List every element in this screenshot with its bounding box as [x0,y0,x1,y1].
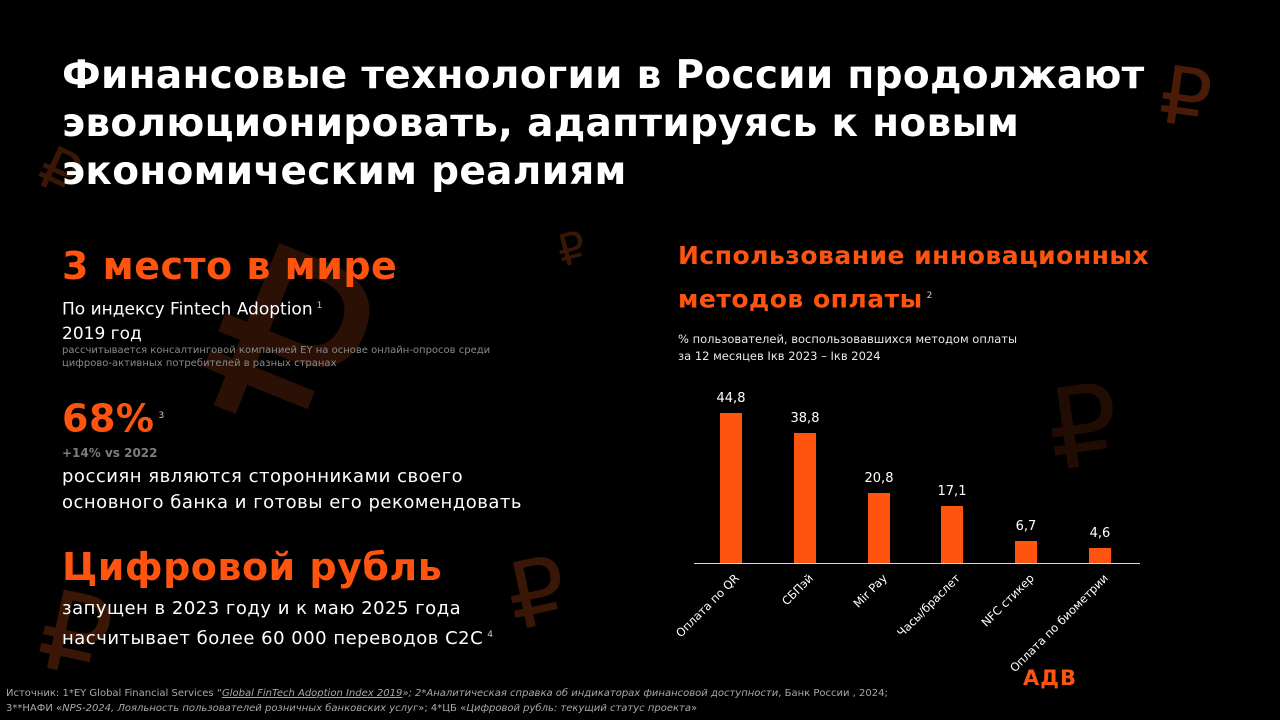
ruble-decor-icon: ₽ [551,221,592,278]
description-line: запущен в 2023 году и к маю 2025 года [62,598,462,619]
ruble-decor-icon: ₽ [497,535,577,652]
bar [1089,548,1111,563]
chart-title: Использование инновационных методов опла… [678,236,1238,319]
stat-loyalty-delta: +14% vs 2022 [62,446,158,460]
source-text: »; 4*ЦБ « [418,703,467,714]
x-axis-category-label: NFC стикер [978,571,1037,630]
x-axis-category-label: Часы/браслет [894,571,963,640]
bar-value-label: 44,8 [716,391,746,406]
note-line: рассчитывается консалтинговой компанией … [62,345,491,356]
source-text: Источник: 1*EY Global Financial Services… [6,688,222,699]
bar-value-label: 20,8 [864,471,894,486]
page-title: Финансовые технологии в России продолжаю… [62,52,1212,196]
footnote-marker: 2 [926,291,933,301]
x-axis-category-label: СБПэй [778,571,816,609]
stat-loyalty-description: россиян являются сторонниками своего осн… [62,464,522,516]
stat-loyalty-headline: 68% 3 [62,394,165,441]
sources-footer: Источник: 1*EY Global Financial Services… [6,686,1016,716]
bar [868,493,890,563]
source-link[interactable]: Global FinTech Adoption Index 2019 [222,688,403,699]
stat-digital-ruble-headline: Цифровой рубль [62,545,443,589]
subtitle-text: По индексу Fintech Adoption [62,299,313,320]
footnote-marker: 4 [487,630,494,640]
source-text: NPS-2024, Лояльность пользователей розни… [62,703,419,714]
bar-value-label: 38,8 [790,411,820,426]
page-title-line: экономическим реалиям [62,149,627,194]
source-text: , Банк России , 2024; [778,688,888,699]
bar [720,413,742,563]
page-title-line: Финансовые технологии в России продолжаю… [62,53,1145,98]
page-title-line: эволюционировать, адаптируясь к новым [62,101,1020,146]
note-line: цифрово-активных потребителей в разных с… [62,358,337,369]
source-text: » [690,703,698,714]
footnote-marker: 1 [316,301,323,311]
chart-subtitle: % пользователей, воспользовавшихся метод… [678,331,1017,365]
stat-fintech-rank-headline: 3 место в мире [62,244,398,288]
x-axis-category-label: Mir Pay [850,571,890,611]
bar [941,506,963,563]
chart-subtitle-line: за 12 месяцев Iкв 2023 – Iкв 2024 [678,349,881,363]
chart-title-line: методов оплаты [678,284,923,314]
bar-value-label: 6,7 [1015,519,1037,534]
source-text: 3**НАФИ « [6,703,63,714]
stat-fintech-rank-note: рассчитывается консалтинговой компанией … [62,344,502,370]
stat-digital-ruble-description: запущен в 2023 году и к маю 2025 года на… [62,596,493,652]
source-text: Цифровой рубль: текущий статус проекта [466,703,691,714]
bar [1015,541,1037,563]
company-logo: АДВ [1023,666,1077,690]
x-axis-line [694,563,1140,564]
x-axis-category-label: Оплата по QR [672,571,742,641]
bar-value-label: 4,6 [1089,526,1111,541]
bar [794,433,816,563]
footnote-marker: 3 [158,411,165,421]
bar-chart: 44,8 Оплата по QR 38,8 СБПэй 20,8 Mir Pay 17,1… [673,380,1140,680]
stat-fintech-rank-subtitle: По индексу Fintech Adoption 1 2019 год [62,294,322,346]
description-line: россиян являются сторонниками своего [62,466,464,487]
description-line: основного банка и готовы его рекомендова… [62,492,522,513]
chart-subtitle-line: % пользователей, воспользовавшихся метод… [678,332,1018,346]
description-line: насчитывает более 60 000 переводов C2C [62,628,484,649]
bar-value-label: 17,1 [937,484,967,499]
source-text: »; 2*Аналитическая справка об индикатора… [402,688,779,699]
headline-value: 68% [62,396,155,441]
chart-title-line: Использование инновационных [678,241,1150,270]
subtitle-year: 2019 год [62,323,142,344]
